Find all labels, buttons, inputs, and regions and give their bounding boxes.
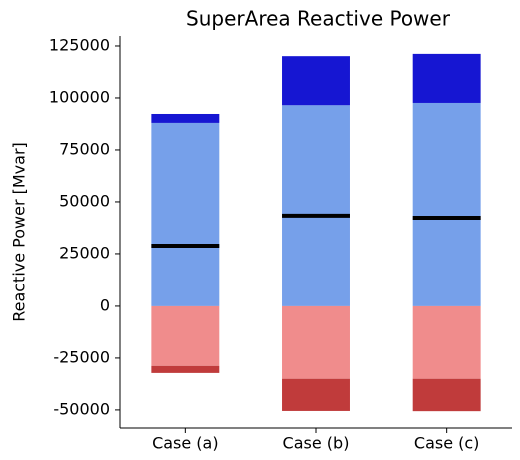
bar-segment [412,102,481,306]
bar-segment [151,122,220,306]
y-tick-label: 50000 [59,191,110,210]
bar-segment [282,378,350,411]
bar-segment [282,56,350,106]
bar-segment [412,53,481,103]
y-tick-label: 25000 [59,243,110,262]
x-tick-label: Case (c) [414,434,480,453]
chart-title: SuperArea Reactive Power [186,7,451,31]
y-tick-label: 125000 [49,35,110,54]
y-tick-label: 75000 [59,139,110,158]
bar-segment [151,113,220,123]
y-tick-label: -50000 [53,399,110,418]
y-tick-label: 100000 [49,87,110,106]
y-tick-label: 0 [100,295,110,314]
bar-segment [282,105,350,306]
y-axis-label: Reactive Power [Mvar] [10,142,29,322]
bar-segment [282,305,350,379]
x-tick-label: Case (b) [283,434,350,453]
y-tick-label: -25000 [53,347,110,366]
bar-segment [151,365,220,373]
bar-segment [412,305,481,379]
bar-segment [151,305,220,366]
bar-segment [412,378,481,412]
x-tick-label: Case (a) [152,434,219,453]
